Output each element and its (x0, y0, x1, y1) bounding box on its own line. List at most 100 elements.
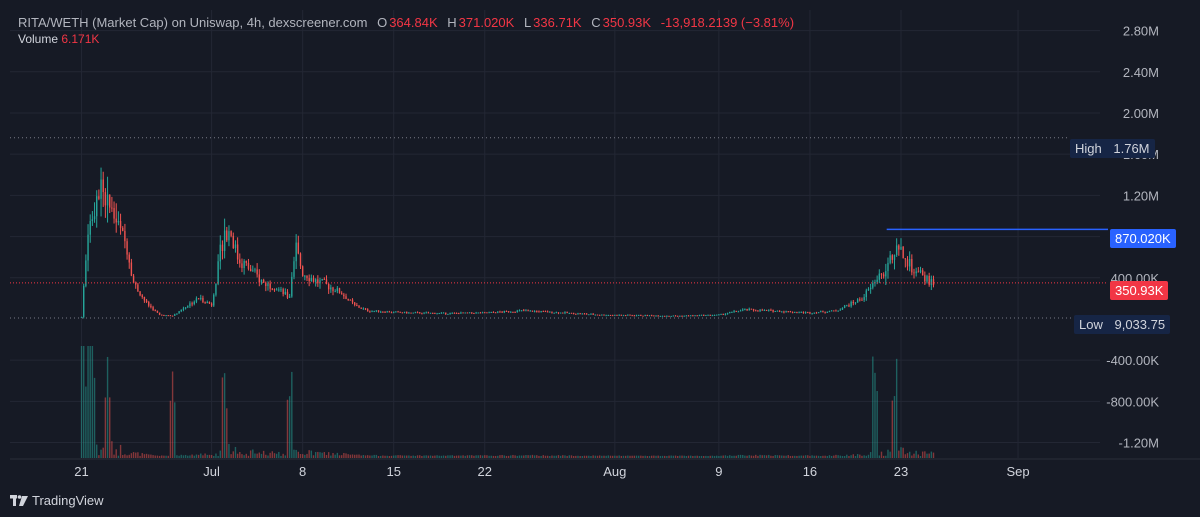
candle-body (735, 310, 737, 312)
candle-body (317, 279, 319, 284)
candle-body (809, 312, 811, 314)
candle-body (880, 273, 883, 275)
candle-body (575, 313, 577, 315)
candle-body (340, 293, 343, 295)
candle-body (213, 294, 215, 306)
candle-body (902, 246, 904, 259)
candle-body (928, 275, 930, 285)
candle-body (828, 311, 831, 313)
candle-body (466, 312, 469, 314)
candle-body (618, 314, 620, 316)
candle-body (863, 297, 865, 301)
volume-bar (670, 455, 672, 458)
tradingview-logo-icon (10, 494, 28, 506)
candle-body (432, 312, 434, 314)
volume-bar (659, 455, 662, 458)
candle-body (666, 315, 668, 317)
volume-bar (436, 455, 438, 458)
candle-body (189, 303, 191, 307)
candle-body (861, 299, 863, 301)
volume-bar (607, 455, 610, 458)
volume-bar (380, 455, 382, 458)
candle-body (93, 216, 96, 220)
candle-body (416, 312, 419, 314)
volume-bar (696, 455, 698, 458)
volume-bar (631, 455, 633, 458)
candle-body (421, 313, 423, 315)
y-tick-label: -1.20M (1119, 436, 1159, 451)
volume-bar (559, 455, 562, 458)
candle-body (364, 308, 367, 310)
candle-body (588, 314, 590, 316)
candle-body (440, 312, 443, 314)
candle-body (119, 220, 122, 228)
candles (80, 167, 935, 319)
volume-bar (91, 346, 94, 458)
volume-bar (891, 400, 894, 458)
brand-name: TradingView (32, 493, 104, 508)
volume-bar (119, 444, 122, 458)
candle-body (137, 284, 139, 292)
volume-bar (841, 455, 844, 458)
volume-bar (742, 454, 744, 458)
volume-bar (419, 455, 421, 458)
candle-body (130, 262, 133, 276)
volume-bar (852, 454, 854, 458)
volume-bar (616, 455, 618, 458)
volume-bar (410, 455, 412, 458)
volume-bar (336, 452, 339, 458)
candle-body (408, 312, 410, 314)
candle-body (551, 311, 553, 313)
volume-bar (633, 455, 636, 458)
y-tick-label: 1.20M (1123, 188, 1159, 203)
candle-body (911, 259, 913, 273)
candle-body (377, 310, 380, 312)
volume-bar (859, 454, 861, 458)
volume-bar (414, 455, 417, 458)
volume-bar (473, 455, 475, 458)
candle-body (321, 278, 323, 281)
volume-bar (592, 455, 594, 458)
candle-body (278, 289, 280, 291)
candle-body (817, 312, 820, 314)
candle-body (531, 310, 534, 312)
candle-body (538, 311, 540, 313)
volume-bar (605, 455, 607, 458)
x-tick-label: 15 (386, 464, 400, 479)
candle-body (262, 279, 265, 283)
volume-bar (722, 455, 724, 458)
volume-bar (332, 453, 334, 458)
candle-body (878, 273, 881, 280)
candle-body (468, 312, 471, 314)
volume-bar (284, 455, 287, 458)
candle-body (915, 271, 917, 274)
volume-bar (683, 455, 685, 458)
candle-body (208, 301, 211, 304)
volume-bar (611, 455, 614, 458)
candle-body (663, 315, 666, 317)
tradingview-brand[interactable]: TradingView (10, 493, 104, 508)
volume-bar (709, 455, 711, 458)
volume-bar (163, 455, 165, 458)
candle-body (275, 289, 278, 291)
volume-bar (585, 455, 588, 458)
candle-body (410, 312, 412, 314)
volume-bar (590, 455, 592, 458)
high-marker: High 1.76M (1070, 139, 1155, 158)
volume-bar (763, 455, 766, 458)
candle-body (774, 311, 776, 313)
candle-body (520, 310, 523, 312)
candle-body (191, 303, 193, 305)
candle-body (603, 314, 605, 316)
candle-body (200, 297, 202, 299)
candle-body (609, 314, 612, 316)
candle-body (733, 310, 735, 312)
volume-bar (124, 454, 126, 458)
candle-body (154, 310, 156, 312)
candle-body (380, 311, 382, 313)
volume-bar (399, 455, 401, 458)
x-tick-label: Sep (1006, 464, 1029, 479)
candle-body (386, 311, 388, 313)
volume-bar (787, 455, 789, 458)
